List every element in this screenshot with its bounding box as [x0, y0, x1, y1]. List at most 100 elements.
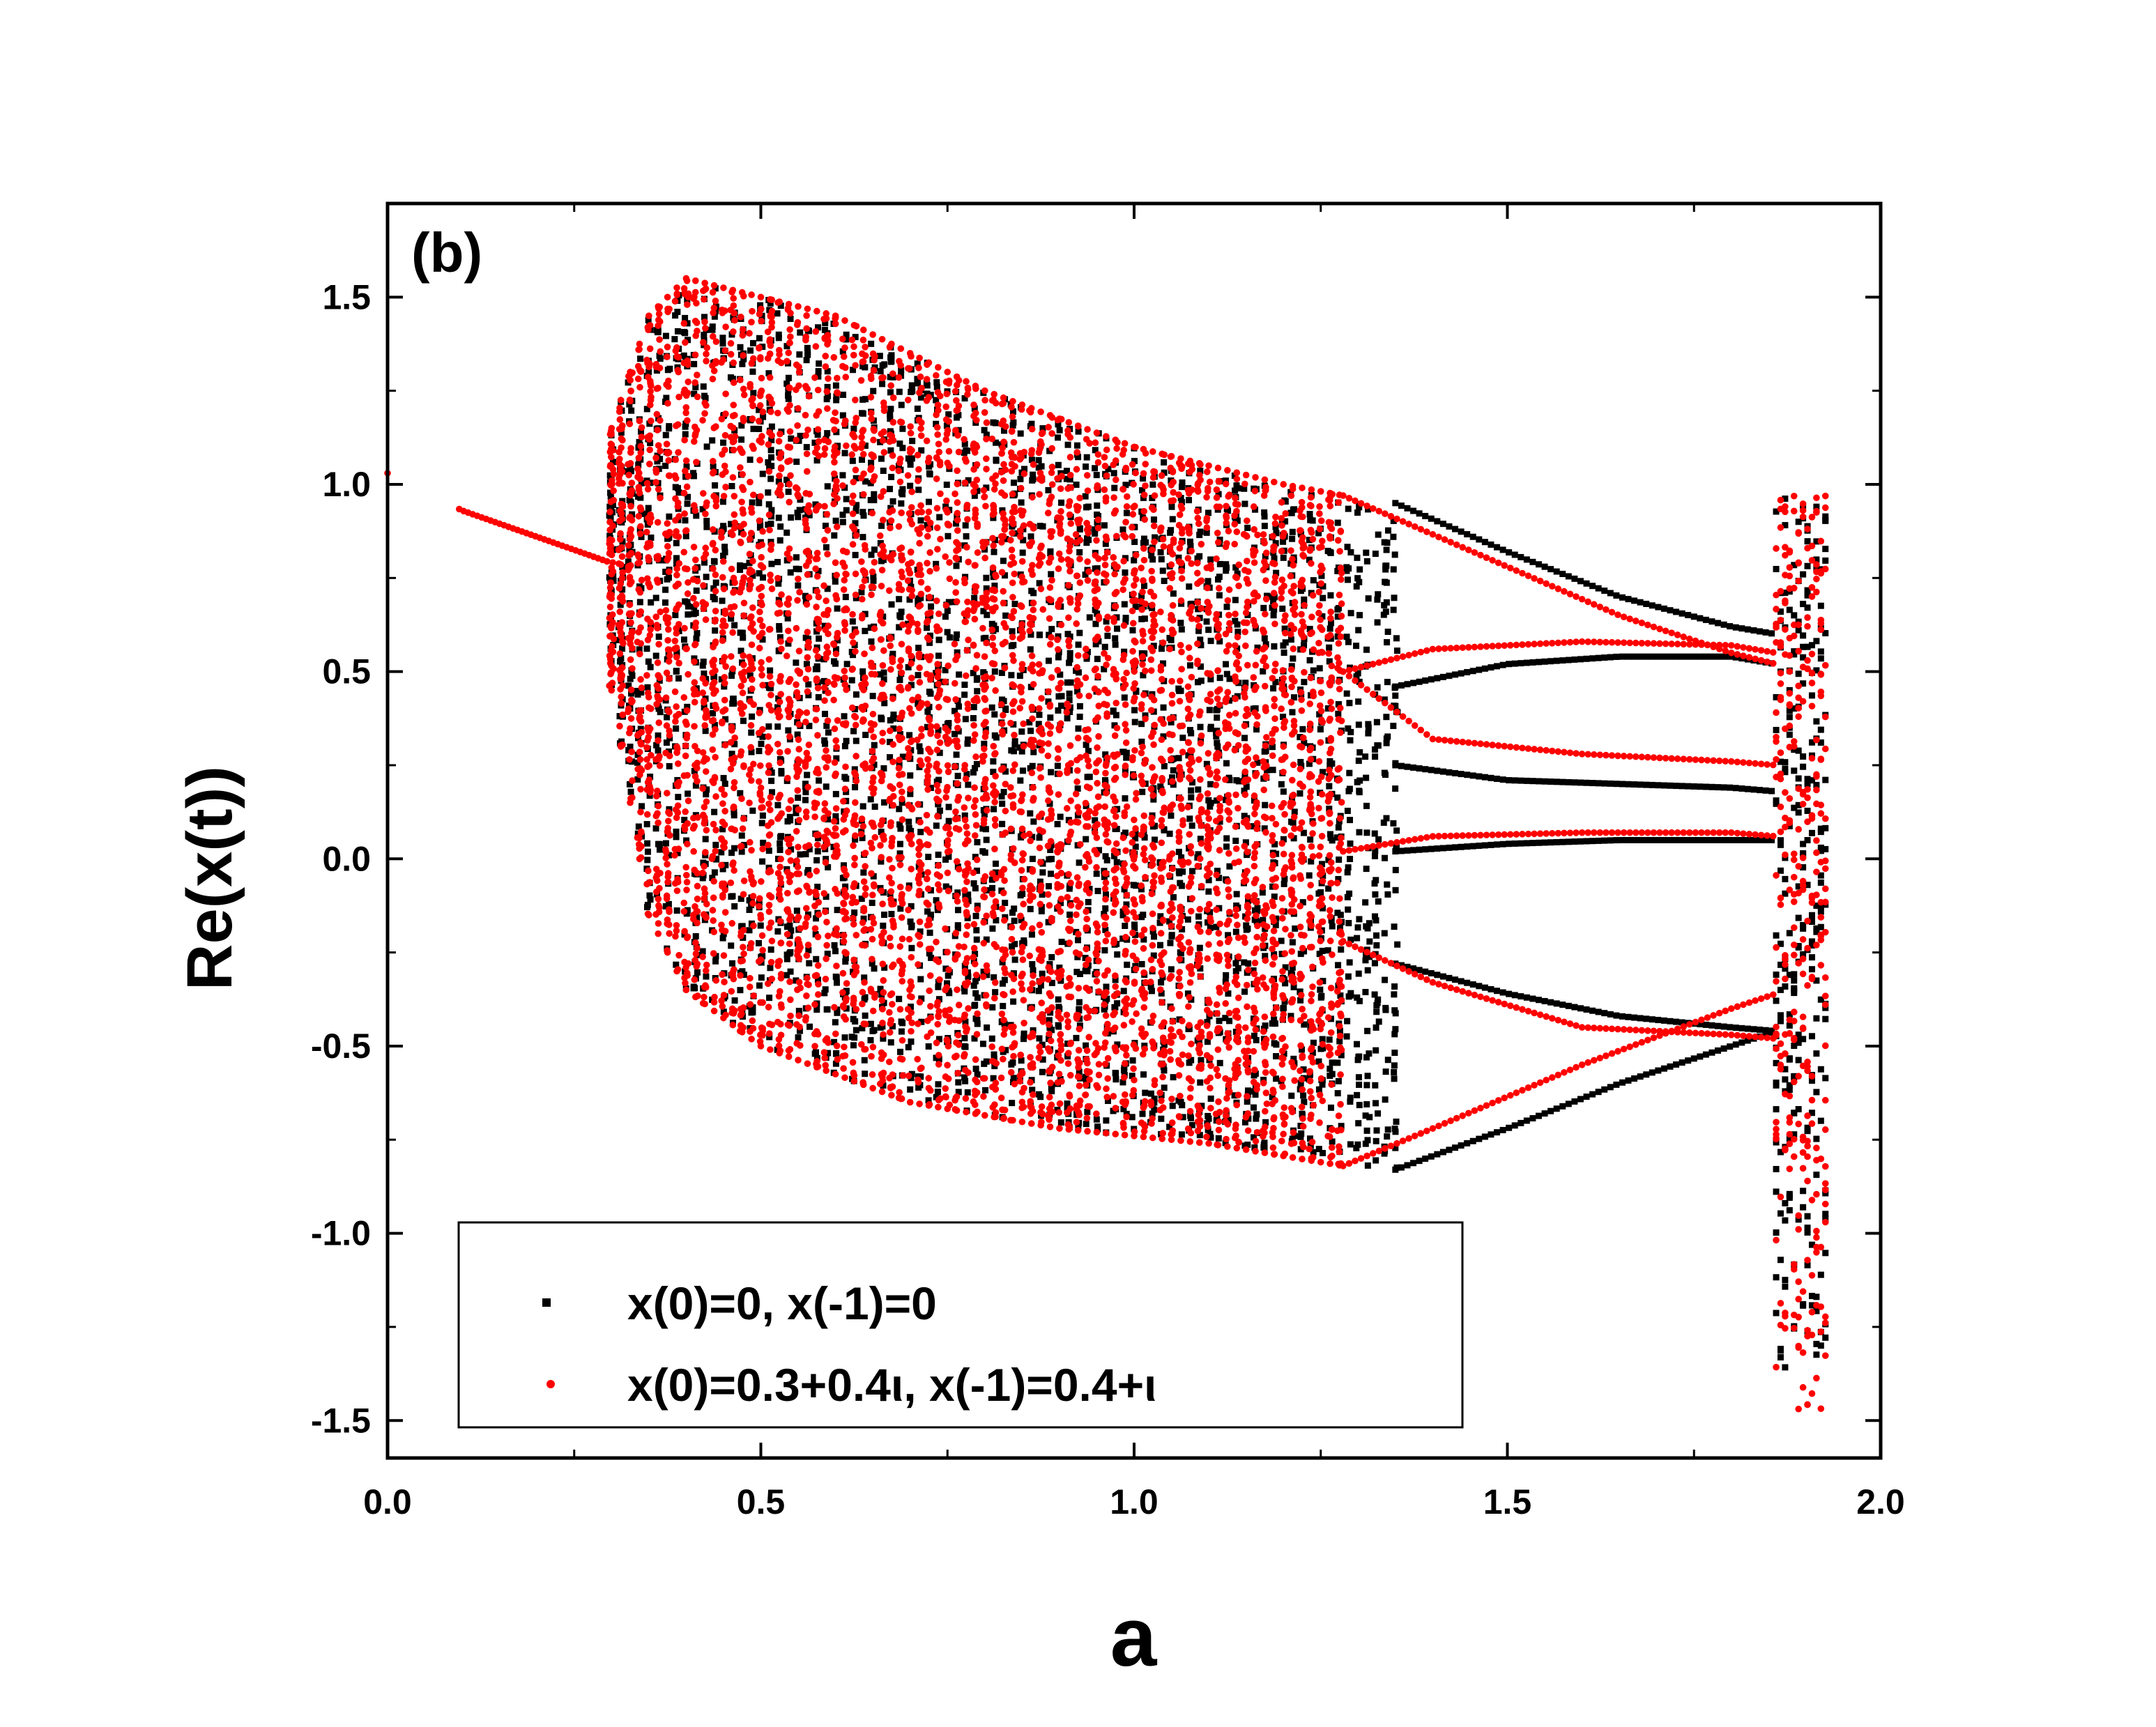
series-1-point: [1102, 905, 1109, 912]
series-1-point: [1571, 575, 1578, 582]
series-2-point: [666, 528, 673, 536]
series-2-point: [607, 498, 615, 505]
series-2-point: [673, 344, 680, 351]
series-2-point: [662, 694, 670, 701]
series-1-point: [964, 1089, 971, 1096]
series-1-point: [896, 995, 903, 1002]
series-1-point: [1327, 548, 1333, 555]
series-1-point: [1282, 518, 1289, 525]
series-1-point: [712, 958, 719, 965]
series-1-point: [1782, 1364, 1789, 1371]
series-1-point: [1226, 1018, 1233, 1024]
series-1-point: [1037, 878, 1043, 885]
series-1-point: [990, 758, 997, 765]
series-2-point: [710, 690, 717, 697]
series-1-point: [1161, 1067, 1168, 1074]
series-1-point: [1009, 628, 1016, 635]
series-2-point: [709, 907, 717, 914]
series-2-point: [685, 378, 692, 385]
series-2-point: [673, 814, 680, 822]
series-1-point: [1338, 1123, 1345, 1130]
series-1-point: [1795, 1106, 1802, 1113]
series-1-point: [1094, 887, 1101, 894]
series-2-point: [664, 636, 671, 644]
series-1-point: [1637, 653, 1644, 660]
series-1-point: [712, 627, 719, 634]
series-2-point: [635, 629, 643, 636]
series-1-point: [1817, 739, 1824, 746]
series-1-point: [962, 716, 969, 723]
series-1-point: [737, 567, 744, 574]
series-1-point: [1273, 1075, 1280, 1082]
series-1-point: [783, 476, 790, 483]
series-1-point: [1112, 1070, 1119, 1077]
series-1-point: [756, 335, 763, 341]
series-1-point: [1782, 1217, 1789, 1224]
series-2-point: [637, 676, 644, 683]
series-1-point: [1055, 996, 1062, 1003]
series-1-point: [788, 435, 795, 442]
series-2-point: [692, 601, 700, 608]
series-1-point: [1523, 777, 1530, 784]
series-1-point: [1344, 1018, 1351, 1024]
series-1-point: [935, 636, 942, 643]
series-1-point: [1093, 1116, 1100, 1123]
series-1-point: [814, 976, 821, 983]
series-1-point: [823, 396, 830, 403]
series-1-point: [1732, 624, 1739, 631]
series-1-point: [839, 412, 846, 419]
series-1-point: [694, 969, 701, 976]
series-1-point: [775, 514, 782, 521]
series-2-point: [618, 515, 626, 523]
series-1-point: [721, 544, 728, 551]
series-1-point: [1018, 916, 1025, 923]
series-1-point: [1643, 653, 1650, 660]
series-1-point: [727, 374, 734, 381]
series-1-point: [972, 912, 979, 919]
series-2-point: [685, 670, 691, 678]
series-1-point: [887, 411, 894, 418]
series-1-point: [935, 1056, 942, 1063]
series-1-point: [1773, 797, 1780, 804]
series-2-point: [636, 765, 644, 772]
series-1-point: [1207, 556, 1214, 563]
series-2-point: [683, 886, 690, 893]
series-2-point: [683, 483, 691, 491]
series-1-point: [1317, 889, 1324, 896]
series-1-point: [1535, 839, 1542, 846]
series-1-point: [1481, 665, 1488, 672]
series-1-point: [1264, 767, 1271, 774]
series-1-point: [879, 1023, 886, 1030]
series-1-point: [945, 988, 952, 995]
series-2-point: [710, 779, 717, 787]
series-1-point: [1637, 836, 1644, 843]
series-2-point: [617, 666, 625, 673]
series-1-point: [822, 320, 829, 327]
series-2-point: [616, 585, 623, 592]
series-1-point: [1817, 908, 1824, 915]
series-2-point: [647, 387, 654, 395]
series-1-point: [944, 608, 951, 615]
series-1-point: [805, 681, 812, 688]
series-2-point: [646, 879, 653, 886]
series-1-point: [1817, 1342, 1824, 1349]
series-1-point: [1690, 613, 1697, 620]
series-1-point: [935, 983, 942, 990]
series-1-point: [1392, 1166, 1399, 1173]
series-2-point: [719, 356, 727, 363]
series-1-point: [757, 302, 764, 309]
series-1-point: [1269, 744, 1276, 751]
series-1-point: [1817, 726, 1824, 733]
series-1-point: [1120, 1105, 1127, 1112]
series-2-point: [657, 447, 664, 454]
series-1-point: [712, 841, 719, 848]
series-2-point: [652, 866, 660, 873]
series-1-point: [662, 599, 668, 606]
series-1-point: [1804, 882, 1811, 889]
series-2-point: [646, 432, 654, 439]
series-1-point: [1157, 913, 1164, 920]
series-2-point: [701, 993, 708, 1001]
series-1-point: [868, 638, 875, 645]
series-1-point: [1375, 591, 1382, 598]
series-1-point: [1346, 769, 1353, 776]
